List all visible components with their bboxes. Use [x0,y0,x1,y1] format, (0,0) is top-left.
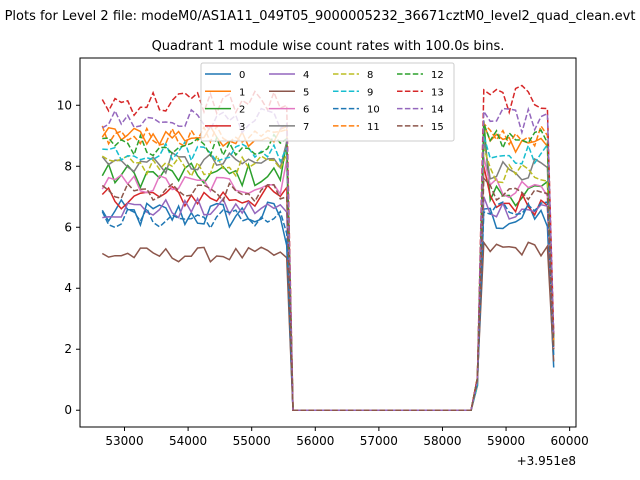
legend-label: 10 [367,105,380,116]
y-tick-label: 4 [64,281,72,295]
chart-title: Quadrant 1 module wise count rates with … [152,39,505,54]
x-axis: 53000 54000 55000 56000 57000 58000 59000 60000 [105,427,589,448]
legend-label: 8 [367,70,373,81]
series-line-4 [102,196,555,411]
series-line-6 [101,156,555,411]
x-tick-label: 57000 [360,434,398,448]
series-line-0 [101,198,555,411]
legend-label: 3 [239,122,245,133]
legend-label: 1 [239,87,245,98]
x-tick-label: 56000 [296,434,334,448]
x-tick-label: 53000 [105,434,143,448]
series-line-15 [101,176,555,411]
chart-suptitle: Plots for Level 2 file: modeM0/AS1A11_04… [5,9,636,24]
x-tick-label: 59000 [487,434,525,448]
y-tick-label: 10 [57,98,72,112]
legend-label: 15 [431,122,444,133]
legend-label: 13 [431,87,444,98]
y-tick-label: 2 [64,342,72,356]
series-line-5 [101,240,555,411]
legend-label: 11 [367,122,380,133]
x-tick-label: 54000 [169,434,207,448]
legend-label: 7 [303,122,309,133]
y-tick-label: 6 [64,220,72,234]
plot-frame [79,57,577,428]
series-line-8 [101,147,555,411]
x-tick-label: 55000 [233,434,271,448]
y-tick-label: 0 [64,403,72,417]
series-layer [101,84,555,411]
series-line-10 [101,201,555,411]
legend-label: 6 [303,105,309,116]
y-axis: 0 2 4 6 8 10 [57,98,80,417]
legend-label: 4 [303,70,309,81]
x-tick-label: 58000 [423,434,461,448]
legend-label: 12 [431,70,444,81]
x-offset-label: +3.951e8 [517,454,576,468]
legend-label: 2 [239,105,245,116]
legend-label: 5 [303,87,309,98]
legend-label: 0 [239,70,245,81]
legend-frame [200,62,455,142]
legend-label: 9 [367,87,373,98]
x-tick-label: 60000 [551,434,589,448]
y-tick-label: 8 [64,159,72,173]
legend-label: 14 [431,105,444,116]
